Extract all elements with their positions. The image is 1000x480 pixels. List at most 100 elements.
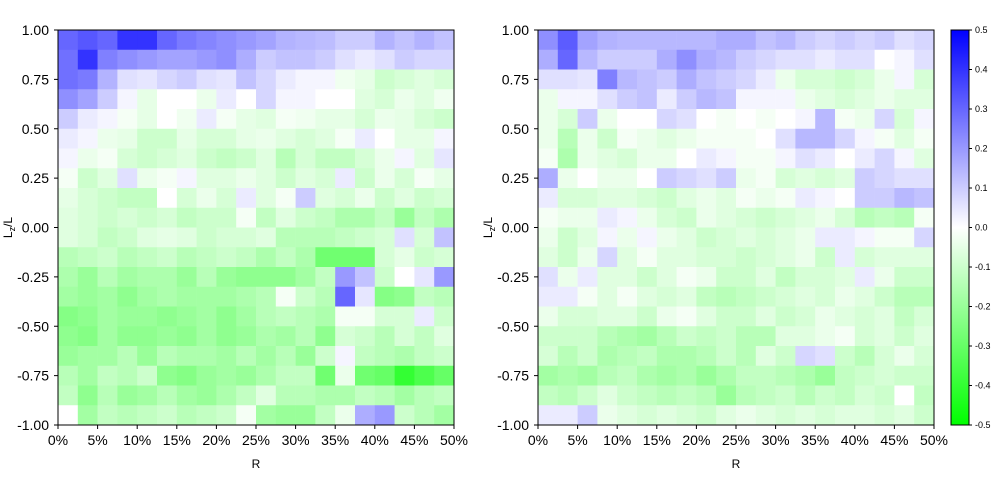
heatmap-cell <box>355 365 376 386</box>
heatmap-cell <box>557 306 578 327</box>
heatmap-cell <box>597 227 618 248</box>
heatmap-cell <box>216 385 237 406</box>
heatmap-cell <box>414 168 435 189</box>
heatmap-cell <box>236 326 257 347</box>
heatmap-cell <box>894 207 915 228</box>
heatmap-cell <box>914 286 935 307</box>
heatmap-cell <box>335 128 356 149</box>
heatmap-cell <box>295 89 316 110</box>
heatmap-cell <box>835 247 856 268</box>
heatmap-cell <box>374 267 395 288</box>
heatmap-cell <box>676 89 697 110</box>
heatmap-cell <box>77 109 98 130</box>
heatmap-cell <box>815 365 836 386</box>
heatmap-cell <box>374 365 395 386</box>
heatmap-cell <box>656 168 677 189</box>
y-tick-label: 0.00 <box>502 220 529 236</box>
heatmap-cell <box>716 227 737 248</box>
heatmap-cell <box>538 49 559 70</box>
heatmap-cell <box>557 247 578 268</box>
x-tick-label: 10% <box>603 432 631 448</box>
heatmap-cell <box>295 227 316 248</box>
colorbar-tick-label: -0.3 <box>975 341 991 351</box>
heatmap-cell <box>58 30 79 51</box>
heatmap-cell <box>755 267 776 288</box>
heatmap-cell <box>97 405 118 426</box>
heatmap-cell <box>637 286 658 307</box>
heatmap-cell <box>275 267 296 288</box>
heatmap-cell <box>58 207 79 228</box>
heatmap-cell <box>676 405 697 426</box>
heatmap-cell <box>656 286 677 307</box>
heatmap-cell <box>394 286 415 307</box>
heatmap-cell <box>538 267 559 288</box>
heatmap-cell <box>696 128 717 149</box>
heatmap-cell <box>736 128 757 149</box>
heatmap-cell <box>335 168 356 189</box>
heatmap-cell <box>275 405 296 426</box>
heatmap-cell <box>157 326 178 347</box>
heatmap-cell <box>755 109 776 130</box>
x-tick-label: 45% <box>880 432 908 448</box>
heatmap-cell <box>538 148 559 169</box>
heatmap-cell <box>637 168 658 189</box>
heatmap-cell <box>557 207 578 228</box>
heatmap-cell <box>355 405 376 426</box>
heatmap-cell <box>914 306 935 327</box>
heatmap-cell <box>656 30 677 51</box>
heatmap-cell <box>775 207 796 228</box>
heatmap-cell <box>597 89 618 110</box>
heatmap-cell <box>755 385 776 406</box>
heatmap-cell <box>577 89 598 110</box>
heatmap-cell <box>414 30 435 51</box>
heatmap-cell <box>775 346 796 367</box>
heatmap-cell <box>815 49 836 70</box>
heatmap-cell <box>716 326 737 347</box>
heatmap-cell <box>374 346 395 367</box>
heatmap-cell <box>557 168 578 189</box>
heatmap-cell <box>97 168 118 189</box>
heatmap-cell <box>815 207 836 228</box>
heatmap-cell <box>97 385 118 406</box>
heatmap-cell <box>196 148 217 169</box>
heatmap-cell <box>117 247 138 268</box>
heatmap-cell <box>775 30 796 51</box>
heatmap-cell <box>914 405 935 426</box>
heatmap-cell <box>894 267 915 288</box>
heatmap-cell <box>914 247 935 268</box>
heatmap-cell <box>914 30 935 51</box>
heatmap-cell <box>394 385 415 406</box>
heatmap-cell <box>538 188 559 209</box>
heatmap-cell <box>216 405 237 426</box>
heatmap-cell <box>137 385 158 406</box>
heatmap-cell <box>538 247 559 268</box>
heatmap-cell <box>374 227 395 248</box>
heatmap-cell <box>434 267 455 288</box>
heatmap-cell <box>755 49 776 70</box>
heatmap-cell <box>894 30 915 51</box>
heatmap-cell <box>77 405 98 426</box>
heatmap-cell <box>275 30 296 51</box>
heatmap-cell <box>434 168 455 189</box>
heatmap-cell <box>676 109 697 130</box>
heatmap-cell <box>176 247 197 268</box>
heatmap-cell <box>914 128 935 149</box>
heatmap-cell <box>597 188 618 209</box>
heatmap-cell <box>795 385 816 406</box>
heatmap-cell <box>597 109 618 130</box>
heatmap-cell <box>617 49 638 70</box>
heatmap-cell <box>696 69 717 90</box>
heatmap-cell <box>434 109 455 130</box>
heatmap-cell <box>216 306 237 327</box>
heatmap-cell <box>835 286 856 307</box>
heatmap-cell <box>755 207 776 228</box>
heatmap-cell <box>137 128 158 149</box>
heatmap-cell <box>394 405 415 426</box>
heatmap-cell <box>137 286 158 307</box>
heatmap-cell <box>157 49 178 70</box>
heatmap-cell <box>117 168 138 189</box>
heatmap-cell <box>414 109 435 130</box>
heatmap-cell <box>295 30 316 51</box>
heatmap-cell <box>414 207 435 228</box>
heatmap-cell <box>775 286 796 307</box>
